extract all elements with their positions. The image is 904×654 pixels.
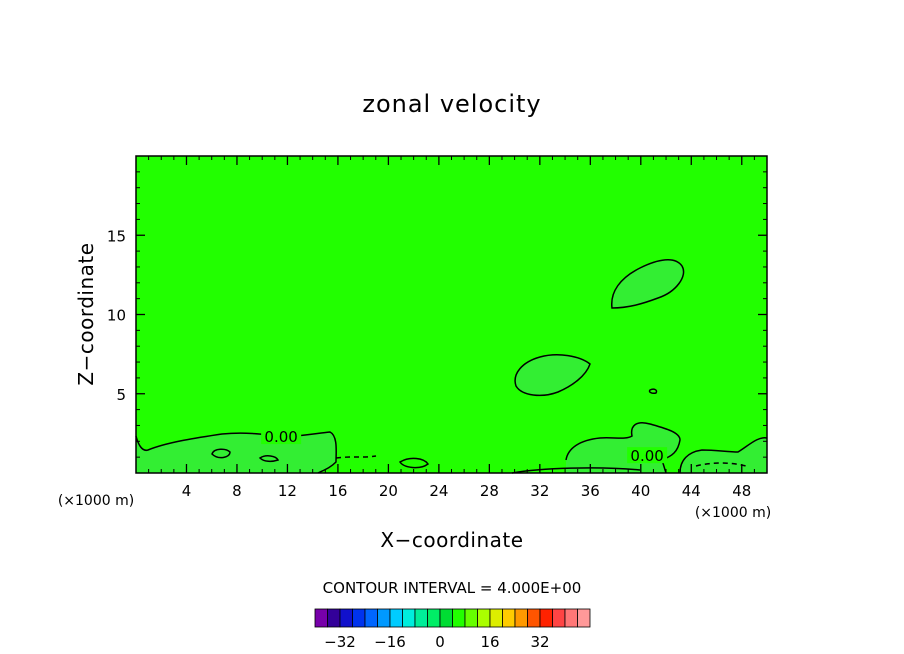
y-tick-label: 15 bbox=[107, 227, 126, 245]
colorbar-swatch bbox=[314, 608, 328, 628]
colorbar-tick-label: 32 bbox=[530, 633, 549, 651]
colorbar-swatch bbox=[452, 608, 466, 628]
contour-region-right-edge bbox=[680, 437, 767, 473]
y-axis-label: Z−coordinate bbox=[74, 242, 98, 385]
contour-labels: 0.00 0.00 bbox=[261, 428, 668, 465]
contour-small-loop-4 bbox=[648, 388, 658, 394]
colorbar-swatch bbox=[364, 608, 378, 628]
colorbar-swatch bbox=[389, 608, 403, 628]
colorbar-swatch bbox=[414, 608, 428, 628]
contour-small-loop-2 bbox=[258, 455, 280, 463]
x-axis-label: X−coordinate bbox=[380, 528, 523, 552]
colorbar-swatch bbox=[502, 608, 516, 628]
colorbar-swatch bbox=[339, 608, 353, 628]
colorbar-swatch bbox=[402, 608, 416, 628]
x-tick-label: 48 bbox=[732, 482, 751, 500]
colorbar-tick-label: 16 bbox=[480, 633, 499, 651]
colorbar-tick-label: −16 bbox=[374, 633, 406, 651]
x-tick-label: 44 bbox=[682, 482, 701, 500]
colorbar-tick-label: 0 bbox=[435, 633, 445, 651]
contour-line-upper-right bbox=[611, 259, 685, 309]
x-unit-right: (×1000 m) bbox=[695, 505, 771, 521]
x-tick-label: 16 bbox=[328, 482, 347, 500]
x-tick-label: 32 bbox=[530, 482, 549, 500]
contour-label: 0.00 bbox=[630, 447, 663, 465]
contour-region-mid bbox=[515, 354, 590, 396]
y-tick-label: 10 bbox=[107, 307, 126, 325]
x-tick-label: 20 bbox=[379, 482, 398, 500]
colorbar: −32 −16 0 16 32 bbox=[314, 608, 591, 651]
contour-line-near-bottom bbox=[511, 467, 641, 474]
y-tick-label: 5 bbox=[116, 386, 126, 404]
colorbar-swatch bbox=[527, 608, 541, 628]
colorbar-swatch bbox=[477, 608, 491, 628]
x-tick-label: 12 bbox=[278, 482, 297, 500]
colorbar-swatch bbox=[464, 608, 478, 628]
contour-small-loop-1 bbox=[211, 448, 231, 459]
colorbar-tick-label: −32 bbox=[324, 633, 356, 651]
colorbar-swatch bbox=[439, 608, 453, 628]
colorbar-swatch bbox=[377, 608, 391, 628]
contour-small-loop-3 bbox=[398, 457, 430, 469]
contour-line-right-edge bbox=[679, 437, 768, 474]
colorbar-swatch bbox=[427, 608, 441, 628]
chart-title: zonal velocity bbox=[362, 90, 541, 118]
colorbar-swatch bbox=[564, 608, 578, 628]
x-tick-label: 36 bbox=[581, 482, 600, 500]
colorbar-swatch bbox=[327, 608, 341, 628]
colorbar-swatch bbox=[539, 608, 553, 628]
contour-dashed-negative-left bbox=[335, 455, 377, 459]
colorbar-swatch bbox=[514, 608, 528, 628]
x-tick-label: 4 bbox=[182, 482, 192, 500]
contour-line-bottom-right bbox=[565, 422, 681, 474]
contour-label-background bbox=[627, 447, 668, 464]
contour-label-background bbox=[261, 428, 302, 445]
x-tick-label: 40 bbox=[631, 482, 650, 500]
contour-interval-text: CONTOUR INTERVAL = 4.000E+00 bbox=[323, 579, 582, 597]
x-unit-left: (×1000 m) bbox=[58, 493, 134, 509]
x-tick-label: 28 bbox=[480, 482, 499, 500]
contour-region-upper-right bbox=[611, 259, 684, 308]
contour-line-mid bbox=[514, 354, 591, 397]
colorbar-swatch bbox=[552, 608, 566, 628]
colorbar-swatch bbox=[489, 608, 503, 628]
x-tick-label: 8 bbox=[232, 482, 242, 500]
plot-background bbox=[136, 156, 767, 473]
colorbar-swatch bbox=[352, 608, 366, 628]
colorbar-swatch bbox=[577, 608, 591, 628]
x-tick-label: 24 bbox=[429, 482, 448, 500]
contour-label: 0.00 bbox=[264, 428, 297, 446]
